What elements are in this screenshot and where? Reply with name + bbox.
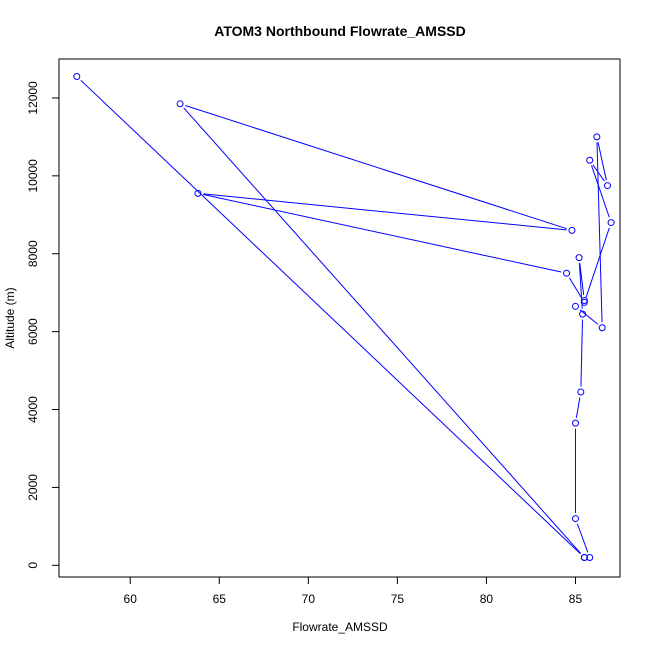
data-point (580, 298, 588, 306)
x-axis: 60 65 70 75 80 85 (124, 576, 583, 606)
data-point (73, 73, 81, 81)
data-point (194, 189, 202, 197)
series-line-segment (592, 164, 605, 182)
data-point (598, 324, 606, 332)
x-tick-label: 85 (569, 592, 583, 606)
x-tick-label: 60 (124, 592, 138, 606)
series-line-segment (80, 79, 581, 555)
series-layer (73, 73, 615, 562)
series-line-segment (203, 193, 567, 231)
data-point (586, 156, 594, 164)
series-line-segment (597, 142, 607, 181)
data-point (580, 296, 588, 304)
series-line-segment (576, 523, 589, 553)
series-line-segment (575, 397, 581, 418)
y-axis-label: Altitude (m) (3, 287, 17, 348)
series-line-segment (185, 105, 567, 230)
data-point (580, 554, 588, 562)
y-tick-label: 4000 (26, 396, 40, 423)
y-tick-label: 2000 (26, 474, 40, 501)
data-point (176, 100, 184, 108)
data-point (571, 515, 579, 523)
series-line-segment (580, 319, 583, 387)
data-point (577, 388, 585, 396)
data-point (604, 182, 612, 190)
series-line-segment (591, 165, 610, 218)
series-line-segment (579, 309, 599, 325)
y-tick-label: 8000 (26, 240, 40, 267)
series-line-segment (585, 227, 610, 298)
chart-title: ATOM3 Northbound Flowrate_AMSSD (214, 23, 465, 39)
series-0 (73, 73, 615, 562)
series-line-segment (203, 194, 562, 273)
data-point (571, 419, 579, 427)
x-tick-label: 65 (213, 592, 227, 606)
series-line-segment (579, 263, 585, 296)
data-point (579, 310, 587, 318)
series-line-segment (569, 277, 582, 298)
data-point (563, 269, 571, 277)
x-axis-label: Flowrate_AMSSD (292, 620, 388, 634)
data-point (571, 302, 579, 310)
y-tick-label: 12000 (26, 81, 40, 115)
x-tick-label: 80 (480, 592, 494, 606)
data-point (586, 554, 594, 562)
y-axis: 0 2000 4000 6000 8000 10000 12000 (26, 81, 60, 569)
data-point (575, 254, 583, 262)
plot-frame (58, 58, 621, 578)
y-tick-label: 0 (26, 562, 40, 569)
data-point (568, 226, 576, 234)
y-tick-label: 6000 (26, 318, 40, 345)
y-tick-label: 10000 (26, 159, 40, 193)
x-tick-label: 70 (302, 592, 316, 606)
x-tick-label: 75 (391, 592, 405, 606)
series-line-segment (596, 142, 603, 323)
series-line-segment (183, 107, 582, 554)
data-point (593, 133, 601, 141)
data-point (607, 219, 615, 227)
